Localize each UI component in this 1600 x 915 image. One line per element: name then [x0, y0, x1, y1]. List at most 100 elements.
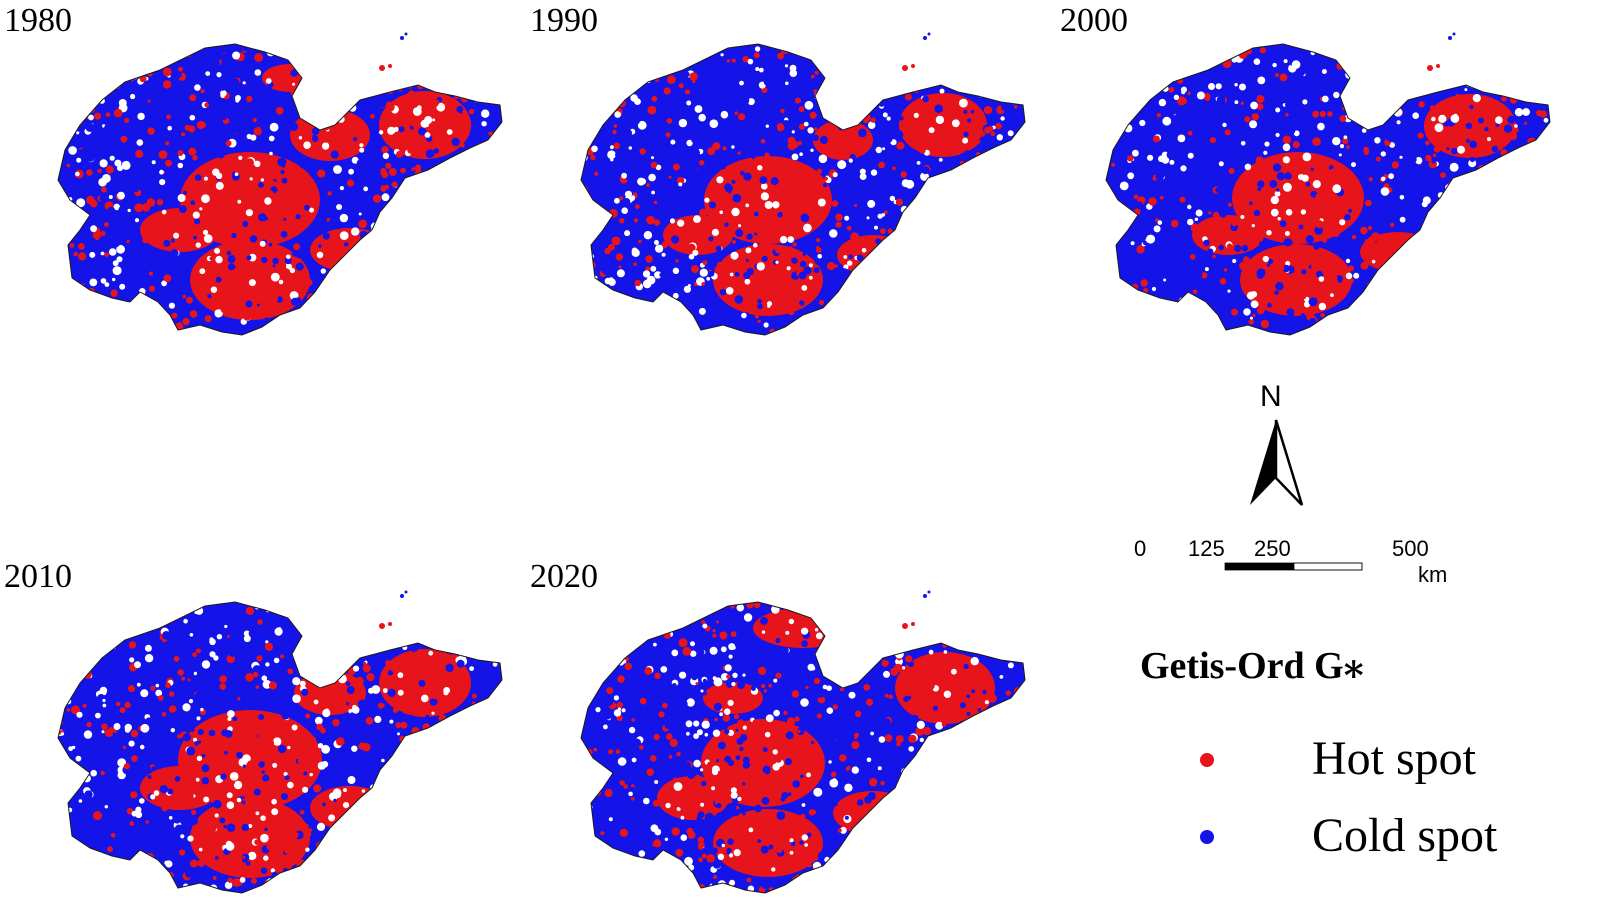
- spot-point: [125, 60, 129, 64]
- spot-point: [97, 886, 103, 892]
- spot-point: [71, 305, 75, 309]
- spot-point: [642, 654, 646, 658]
- hot-spot-region: [1192, 215, 1264, 255]
- spot-point: [223, 824, 227, 829]
- spot-point: [432, 634, 441, 643]
- spot-point: [1354, 279, 1360, 285]
- spot-point: [477, 732, 485, 740]
- spot-point: [949, 888, 958, 893]
- spot-point: [239, 803, 243, 807]
- spot-point: [616, 701, 623, 709]
- spot-point: [1523, 79, 1528, 83]
- spot-point: [433, 148, 440, 154]
- spot-point: [1170, 219, 1179, 228]
- spot-point: [128, 623, 136, 631]
- spot-point: [473, 766, 481, 774]
- spot-point: [675, 848, 684, 857]
- spot-point: [1434, 186, 1439, 192]
- spot-point: [389, 837, 395, 844]
- spot-point: [731, 682, 736, 687]
- spot-point: [602, 629, 607, 634]
- spot-point: [732, 646, 736, 650]
- spot-point: [216, 150, 225, 159]
- spot-point: [654, 888, 662, 893]
- spot-point: [1367, 225, 1373, 231]
- spot-point: [948, 614, 953, 619]
- spot-point: [624, 662, 632, 671]
- spot-point: [798, 106, 805, 113]
- spot-point: [1409, 45, 1415, 51]
- spot-point: [893, 248, 902, 256]
- spot-point: [397, 188, 406, 198]
- spot-point: [621, 708, 626, 713]
- spot-point: [92, 44, 98, 51]
- spot-point: [1186, 314, 1194, 322]
- spot-point: [90, 225, 97, 233]
- spot-point: [675, 748, 679, 753]
- spot-point: [1215, 177, 1220, 183]
- spot-point: [1129, 139, 1137, 147]
- spot-point: [169, 691, 175, 697]
- spot-point: [1288, 85, 1296, 92]
- spot-point: [478, 722, 487, 732]
- spot-point: [493, 740, 501, 749]
- spot-point: [857, 846, 865, 854]
- spot-point: [318, 244, 322, 248]
- spot-point: [382, 809, 388, 814]
- spot-point: [836, 311, 843, 318]
- spot-point: [1276, 188, 1280, 192]
- spot-point: [726, 851, 730, 855]
- spot-point: [291, 724, 298, 731]
- spot-point: [613, 142, 620, 150]
- spot-point: [353, 864, 360, 871]
- spot-point: [701, 292, 709, 301]
- spot-point: [1007, 646, 1016, 655]
- spot-point: [1482, 272, 1491, 281]
- spot-point: [741, 312, 747, 319]
- spot-point: [112, 260, 119, 267]
- spot-point: [999, 828, 1008, 838]
- spot-point: [1368, 299, 1375, 307]
- spot-point: [619, 780, 625, 786]
- spot-point: [189, 816, 198, 826]
- spot-point: [919, 691, 926, 699]
- spot-point: [1006, 180, 1016, 190]
- spot-point: [372, 725, 376, 729]
- spot-point: [81, 147, 86, 153]
- spot-point: [385, 309, 391, 315]
- spot-point: [1533, 203, 1540, 210]
- spot-point: [609, 91, 617, 99]
- spot-point: [331, 44, 336, 48]
- spot-point: [1393, 107, 1403, 117]
- map-2000: [1078, 30, 1598, 340]
- spot-point: [145, 119, 149, 123]
- spot-point: [893, 818, 897, 823]
- spot-point: [824, 320, 829, 325]
- spot-point: [1370, 248, 1375, 253]
- spot-point: [316, 251, 324, 259]
- spot-point: [339, 231, 349, 241]
- spot-point: [275, 185, 284, 194]
- spot-point: [1548, 252, 1550, 261]
- spot-point: [743, 272, 751, 279]
- spot-point: [818, 299, 825, 306]
- spot-point: [70, 602, 78, 609]
- spot-point: [1117, 214, 1127, 223]
- spot-point: [1215, 83, 1222, 90]
- spot-point: [220, 90, 227, 97]
- spot-point: [322, 802, 326, 807]
- spot-point: [375, 47, 381, 53]
- spot-point: [499, 300, 502, 305]
- spot-point: [346, 702, 350, 706]
- spot-point: [399, 602, 407, 609]
- spot-point: [380, 703, 385, 708]
- spot-point: [109, 155, 115, 161]
- spot-point: [263, 855, 269, 861]
- spot-point: [390, 743, 395, 747]
- spot-point: [333, 798, 337, 803]
- spot-point: [845, 767, 850, 771]
- spot-point: [1325, 290, 1330, 296]
- spot-point: [926, 65, 935, 73]
- spot-point: [284, 257, 292, 265]
- spot-point: [67, 807, 73, 813]
